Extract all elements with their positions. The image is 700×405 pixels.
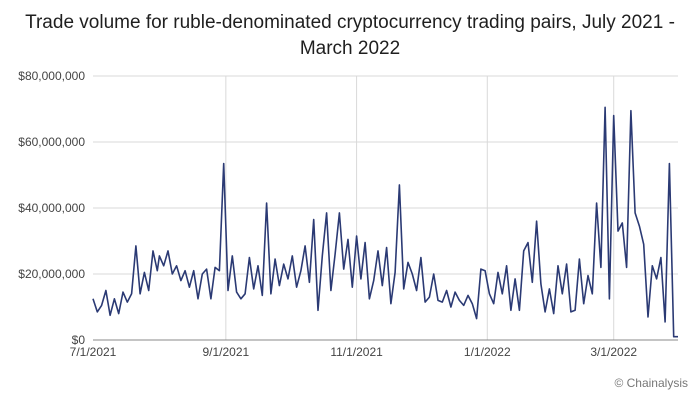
gridlines	[93, 75, 678, 340]
x-tick-label: 11/1/2021	[330, 345, 383, 359]
x-tick-label: 7/1/2021	[70, 345, 117, 359]
y-tick-label: $80,000,000	[18, 69, 85, 83]
y-tick-label: $40,000,000	[18, 201, 85, 215]
y-axis: $0 $20,000,000 $40,000,000 $60,000,000 $80,0…	[18, 69, 85, 347]
series-line	[92, 106, 678, 338]
x-tick-label: 9/1/2021	[202, 345, 249, 359]
series-layer	[92, 106, 678, 338]
y-tick-label: $0	[72, 333, 86, 347]
chart-title: Trade volume for ruble-denominated crypt…	[0, 10, 700, 62]
chart-title-line-2: March 2022	[299, 38, 401, 59]
chart-title-line-1: Trade volume for ruble-denominated crypt…	[25, 12, 675, 33]
y-tick-label: $60,000,000	[18, 135, 85, 149]
y-tick-label: $20,000,000	[18, 267, 85, 281]
x-axis: 7/1/2021 9/1/2021 11/1/2021 1/1/2022 3/1/202…	[70, 339, 678, 359]
x-tick-label: 3/1/2022	[590, 345, 637, 359]
source-credit: © Chainalysis	[614, 376, 688, 390]
x-tick-label: 1/1/2022	[464, 345, 511, 359]
